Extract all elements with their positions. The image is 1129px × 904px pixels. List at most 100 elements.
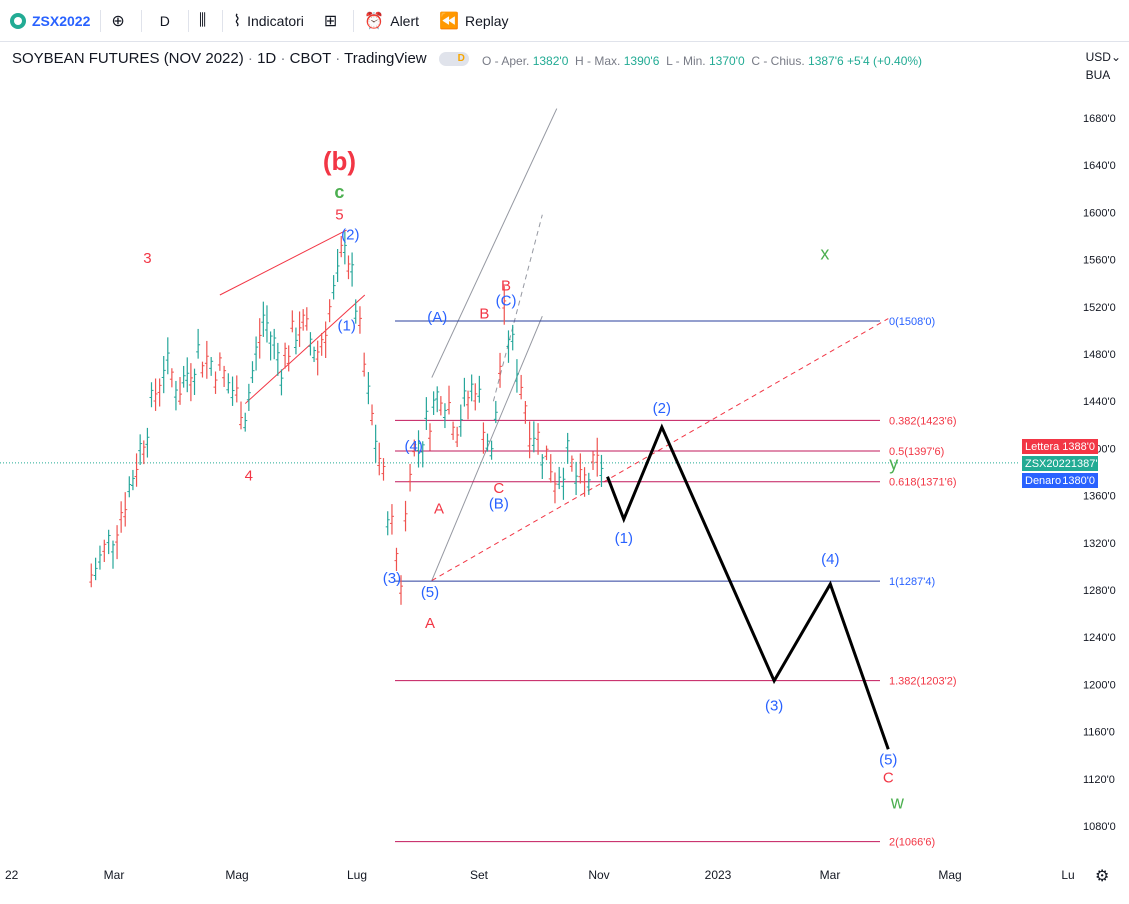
fib-level-label: 0(1508'0) bbox=[889, 316, 935, 328]
wedge-line[interactable] bbox=[219, 229, 347, 296]
wave-label[interactable]: (C) bbox=[496, 293, 517, 310]
y-tick-label: 1320'0 bbox=[1083, 538, 1116, 550]
y-tick-label: 1480'0 bbox=[1083, 349, 1116, 361]
wave-label[interactable]: C bbox=[883, 769, 894, 786]
currency-selector[interactable]: USD⌄ bbox=[1086, 48, 1121, 66]
fib-level-label: 0.5(1397'6) bbox=[889, 446, 944, 458]
fib-level-label: 0.382(1423'6) bbox=[889, 415, 957, 427]
symbol-search[interactable]: ZSX2022 bbox=[0, 0, 100, 41]
x-tick-label: Mar bbox=[820, 868, 841, 882]
x-tick-label: 2023 bbox=[705, 868, 732, 882]
ohlc-readout: O - Aper. 1382'0 H - Max. 1390'6 L - Min… bbox=[482, 54, 922, 68]
y-tick-label: 1520'0 bbox=[1083, 302, 1116, 314]
indicators-button[interactable]: ⌇ Indicatori bbox=[223, 0, 314, 41]
legend-exchange: CBOT bbox=[289, 50, 332, 67]
price-axis[interactable]: 1680'0 1640'0 1600'0 1560'0 1520'0 1480'0 1440… bbox=[1083, 113, 1116, 833]
candles-icon: ⫼ bbox=[198, 11, 207, 29]
templates-button[interactable]: ⊞ bbox=[314, 0, 353, 41]
delayed-data-label: D bbox=[457, 53, 465, 65]
wave-label[interactable]: (B) bbox=[489, 496, 509, 513]
fib-level-label: 0.618(1371'6) bbox=[889, 477, 957, 489]
wave-label[interactable]: (b) bbox=[323, 146, 356, 176]
price-tag-label: ZSX2022 bbox=[1025, 457, 1071, 470]
wave-label[interactable]: (5) bbox=[879, 752, 897, 769]
wedge-line[interactable] bbox=[244, 294, 366, 404]
ohlc-open-value: 1382'0 bbox=[532, 54, 569, 68]
unit-label: BUA bbox=[1085, 68, 1111, 82]
toolbar-divider bbox=[187, 9, 189, 32]
wave-label[interactable]: 4 bbox=[245, 467, 253, 484]
projection-path[interactable] bbox=[606, 423, 890, 750]
ohlc-low-value: 1370'0 bbox=[708, 54, 745, 68]
price-chart[interactable]: 1680'0 1640'0 1600'0 1560'0 1520'0 1480'0 1440… bbox=[0, 42, 1129, 904]
price-tag-value: 1387'6 bbox=[1070, 457, 1104, 470]
wave-label[interactable]: (4) bbox=[821, 551, 839, 568]
chart-type-button[interactable]: ⫼ bbox=[189, 0, 222, 41]
wave-label[interactable]: B bbox=[479, 306, 489, 323]
time-axis[interactable]: 22 Mar Mag Lug Set Nov 2023 Mar Mag Lu ⚙ bbox=[5, 868, 1109, 885]
wave-label[interactable]: 3 bbox=[143, 250, 151, 267]
channel-line[interactable] bbox=[431, 108, 558, 378]
wave-label[interactable]: (1) bbox=[337, 317, 355, 334]
price-scale-controls: USD⌄ BUA bbox=[1086, 48, 1121, 84]
drawing-channels[interactable] bbox=[0, 108, 1020, 581]
wave-label[interactable]: (5) bbox=[421, 584, 439, 601]
wave-label[interactable]: (A) bbox=[427, 309, 447, 326]
wave-label[interactable]: 5 bbox=[335, 206, 343, 223]
wave-label[interactable]: (1) bbox=[615, 530, 633, 547]
fib-level-label: 2(1066'6) bbox=[889, 837, 935, 849]
delayed-data-badge[interactable]: D bbox=[438, 52, 469, 67]
replay-button[interactable]: ⏪ Replay bbox=[429, 0, 519, 41]
wave-label[interactable]: x bbox=[820, 244, 829, 264]
y-tick-label: 1240'0 bbox=[1083, 632, 1116, 644]
alert-button[interactable]: ⏰ Alert bbox=[354, 0, 429, 41]
interval-label: D bbox=[159, 12, 170, 29]
compare-button[interactable]: ⊕ bbox=[101, 0, 140, 41]
x-tick-label: Mag bbox=[938, 868, 961, 882]
alarm-clock-icon: ⏰ bbox=[364, 12, 385, 30]
ohlc-high-value: 1390'6 bbox=[623, 54, 660, 68]
gear-icon[interactable]: ⚙ bbox=[1095, 868, 1109, 885]
wave-label[interactable]: C bbox=[493, 480, 504, 497]
top-toolbar: ZSX2022 ⊕ D ⫼ ⌇ Indicatori ⊞ ⏰ Alert ⏪ R… bbox=[0, 0, 1129, 42]
projection-line[interactable] bbox=[606, 423, 890, 750]
ohlc-close-label: C - Chius. bbox=[751, 54, 805, 68]
wave-label[interactable]: y bbox=[889, 454, 898, 474]
price-tag-label: Lettera bbox=[1025, 440, 1060, 453]
ohlc-high-label: H - Max. bbox=[575, 54, 621, 68]
replay-label: Replay bbox=[464, 12, 509, 29]
wave-label[interactable]: (2) bbox=[341, 227, 359, 244]
wave-label[interactable]: A bbox=[425, 615, 435, 632]
x-tick-label: Mag bbox=[225, 868, 248, 882]
y-tick-label: 1680'0 bbox=[1083, 113, 1116, 125]
price-tag: Lettera 1388'0 bbox=[1022, 439, 1098, 454]
wave-label[interactable]: A bbox=[434, 500, 444, 517]
legend-interval: 1D bbox=[257, 50, 277, 67]
wave-label[interactable]: (3) bbox=[383, 570, 401, 587]
wave-label[interactable]: (4) bbox=[405, 438, 423, 455]
wave-label[interactable]: w bbox=[890, 792, 905, 812]
legend-source: TradingView bbox=[344, 50, 427, 67]
x-tick-label: Mar bbox=[104, 868, 125, 882]
x-tick-label: Lu bbox=[1061, 868, 1074, 882]
x-tick-label: Nov bbox=[588, 868, 609, 882]
wave-label[interactable]: c bbox=[334, 182, 344, 202]
y-tick-label: 1200'0 bbox=[1083, 679, 1116, 691]
y-tick-label: 1160'0 bbox=[1083, 727, 1115, 739]
interval-button[interactable]: D bbox=[142, 0, 188, 41]
trend-line[interactable] bbox=[431, 318, 889, 581]
toolbar-divider bbox=[140, 9, 142, 32]
fibonacci-levels[interactable]: 0(1508'0) 0.382(1423'6) 0.5(1397'6) 0.618(1… bbox=[395, 316, 957, 849]
grid-icon: ⊞ bbox=[323, 12, 338, 30]
symbol-name: ZSX2022 bbox=[32, 12, 91, 29]
wave-labels[interactable]: (b)c5(2)3(1)4(4)(3)(5)A(A)ABB(C)C(B)(1)(… bbox=[143, 146, 905, 812]
wave-label[interactable]: (3) bbox=[765, 697, 783, 714]
ohlc-low-label: L - Min. bbox=[666, 54, 706, 68]
wave-label[interactable]: (2) bbox=[653, 400, 671, 417]
plus-circle-icon: ⊕ bbox=[111, 12, 125, 30]
chevron-down-icon: ⌄ bbox=[1110, 50, 1121, 64]
price-tag-label: Denaro bbox=[1025, 474, 1062, 487]
wave-label[interactable]: B bbox=[501, 277, 511, 294]
y-tick-label: 1080'0 bbox=[1083, 821, 1116, 833]
unit-selector[interactable]: BUA bbox=[1086, 66, 1121, 84]
